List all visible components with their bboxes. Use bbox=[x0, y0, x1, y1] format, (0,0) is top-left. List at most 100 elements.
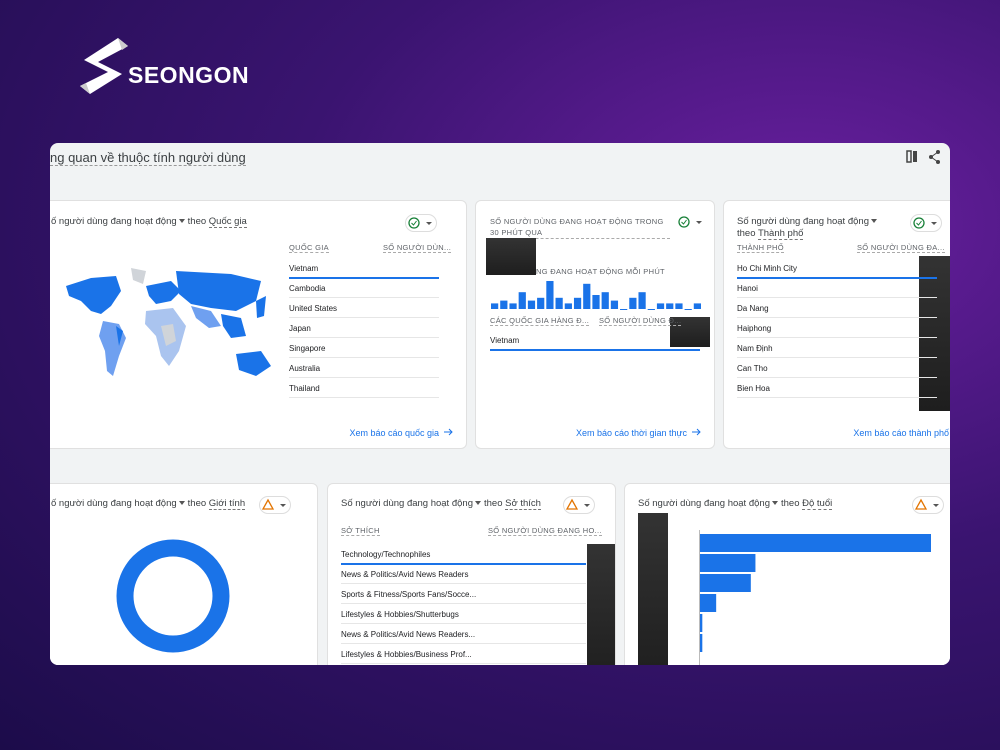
world-map bbox=[66, 268, 271, 376]
dimension: Quốc gia bbox=[208, 216, 247, 228]
card-title: Số người dùng đang hoạt độngtheo Thành p… bbox=[737, 216, 897, 240]
title: ố người dùng đang hoạt động bbox=[51, 498, 177, 509]
row-divider bbox=[289, 317, 439, 318]
column-header: QUỐC GIA bbox=[289, 243, 329, 253]
row-divider bbox=[289, 297, 439, 298]
redaction bbox=[670, 317, 710, 347]
row-label: Thailand bbox=[289, 384, 320, 393]
row-divider bbox=[737, 377, 937, 378]
status-menu[interactable] bbox=[910, 214, 942, 232]
bar bbox=[500, 300, 508, 309]
bar bbox=[684, 309, 692, 310]
realtime-card: SỐ NGƯỜI DÙNG ĐANG HOẠT ĐỘNG TRONG 30 PH… bbox=[475, 200, 715, 449]
bar bbox=[555, 297, 563, 309]
bar bbox=[656, 303, 665, 309]
per-minute-chart bbox=[491, 281, 701, 310]
bar bbox=[537, 297, 545, 309]
bar bbox=[666, 303, 674, 309]
row-label: United States bbox=[289, 304, 338, 313]
by: theo bbox=[187, 498, 207, 509]
gender-card: ố người dùng đang hoạt động theo Giới tín… bbox=[50, 483, 318, 665]
column-header: SỞ THÍCH bbox=[341, 526, 380, 536]
row-label: Vietnam bbox=[490, 336, 520, 345]
by: theo bbox=[737, 228, 756, 239]
row-label: Lifestyles & Hobbies/Business Prof... bbox=[341, 650, 472, 659]
bar bbox=[700, 554, 756, 572]
row-label: Haiphong bbox=[737, 324, 772, 333]
row-label: Lifestyles & Hobbies/Shutterbugs bbox=[341, 610, 459, 619]
warning-menu[interactable] bbox=[259, 496, 291, 514]
bar bbox=[638, 292, 646, 309]
card-title: Số người dùng đang hoạt động theo Độ tuổi bbox=[638, 498, 833, 510]
card-title: Số người dùng đang hoạt động theo Sở thíc… bbox=[341, 498, 541, 510]
status-menu[interactable] bbox=[405, 214, 437, 232]
bar bbox=[693, 303, 701, 309]
row-label: Da Nang bbox=[737, 304, 769, 313]
bar bbox=[592, 295, 600, 309]
redaction bbox=[587, 544, 615, 665]
bar bbox=[700, 574, 751, 592]
bar bbox=[700, 594, 717, 612]
redaction bbox=[638, 513, 668, 665]
row-divider bbox=[341, 603, 586, 604]
bar bbox=[675, 303, 683, 309]
bar bbox=[527, 300, 536, 309]
row-divider bbox=[737, 317, 937, 318]
report-link[interactable]: Xem báo cáo thành phố bbox=[853, 428, 950, 438]
warning-menu[interactable] bbox=[912, 496, 944, 514]
by: theo bbox=[780, 498, 800, 509]
row-divider bbox=[737, 277, 937, 279]
row-divider bbox=[341, 563, 586, 565]
row-label: News & Politics/Avid News Readers bbox=[341, 570, 469, 579]
title: Số người dùng đang hoạt động bbox=[638, 498, 770, 509]
row-label: Cambodia bbox=[289, 284, 326, 293]
row-divider bbox=[289, 337, 439, 338]
bar bbox=[518, 292, 526, 309]
column-header: SỐ NGƯỜI DÙNG Đ... bbox=[599, 316, 682, 326]
row-label: Can Tho bbox=[737, 364, 768, 373]
brand: SEONGON bbox=[128, 62, 250, 88]
column-header: SỐ NGƯỜI DÙNG ĐANG HO... bbox=[488, 526, 602, 536]
interest-card: Số người dùng đang hoạt động theo Sở thíc… bbox=[327, 483, 616, 665]
toolbar-icons[interactable] bbox=[905, 149, 945, 165]
page-title: ng quan về thuộc tính người dùng bbox=[50, 150, 246, 166]
title: Số người dùng đang hoạt động bbox=[737, 216, 869, 227]
bar bbox=[546, 281, 554, 309]
row-divider bbox=[737, 337, 937, 338]
bar bbox=[610, 300, 619, 309]
bar bbox=[564, 303, 572, 309]
row-label: Nam Định bbox=[737, 344, 773, 353]
report-link[interactable]: Xem báo cáo thời gian thực bbox=[576, 428, 702, 438]
bar bbox=[700, 534, 931, 552]
bar bbox=[700, 634, 703, 652]
donut bbox=[116, 539, 230, 653]
card-subtitle: NG ĐANG HOẠT ĐỘNG MỖI PHÚT bbox=[536, 267, 665, 276]
row-label: Hanoi bbox=[737, 284, 758, 293]
row-label: Australia bbox=[289, 364, 321, 373]
by: theo bbox=[187, 216, 207, 227]
warning-menu[interactable] bbox=[563, 496, 595, 514]
row-divider bbox=[289, 397, 439, 398]
bar bbox=[573, 297, 582, 309]
city-card: Số người dùng đang hoạt độngtheo Thành p… bbox=[723, 200, 950, 449]
column-header: CÁC QUỐC GIA HÀNG Đ... bbox=[490, 316, 590, 326]
card-title: ố người dùng đang hoạt động theo Giới tín… bbox=[51, 498, 246, 510]
report-link[interactable]: Xem báo cáo quốc gia bbox=[349, 428, 454, 438]
row-label: News & Politics/Avid News Readers... bbox=[341, 630, 476, 639]
dimension: Giới tính bbox=[208, 498, 246, 510]
redaction bbox=[919, 256, 950, 411]
age-chart bbox=[699, 530, 931, 665]
row-divider bbox=[341, 583, 586, 584]
row-divider bbox=[737, 297, 937, 298]
row-divider bbox=[341, 623, 586, 624]
status[interactable] bbox=[676, 214, 702, 230]
row-label: Japan bbox=[289, 324, 311, 333]
row-divider bbox=[341, 663, 586, 664]
row-label: Vietnam bbox=[289, 264, 319, 273]
title: Số người dùng đang hoạt động bbox=[341, 498, 473, 509]
row-label: Singapore bbox=[289, 344, 326, 353]
row-divider bbox=[289, 357, 439, 358]
dimension: Thành phố bbox=[757, 228, 804, 240]
row-label: Technology/Technophiles bbox=[341, 550, 431, 559]
